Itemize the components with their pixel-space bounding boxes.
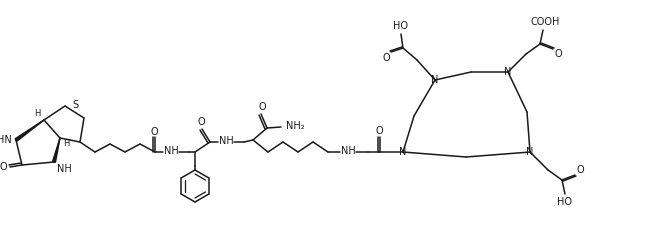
Text: O: O	[375, 126, 383, 136]
Text: O: O	[576, 165, 584, 175]
Text: NH: NH	[164, 146, 178, 156]
Text: S: S	[72, 100, 78, 110]
Text: O: O	[258, 102, 266, 112]
Text: N: N	[526, 147, 533, 157]
Text: O: O	[554, 49, 562, 59]
Text: O: O	[150, 127, 158, 137]
Text: N: N	[504, 67, 511, 77]
Text: COOH: COOH	[530, 17, 559, 27]
Text: NH: NH	[56, 164, 71, 174]
Polygon shape	[53, 138, 60, 162]
Text: N: N	[432, 75, 439, 85]
Text: HO: HO	[393, 21, 408, 31]
Text: NH: NH	[341, 146, 356, 156]
Text: HN: HN	[0, 135, 12, 145]
Text: O: O	[197, 117, 205, 127]
Text: O: O	[0, 162, 6, 172]
Text: H: H	[34, 110, 40, 118]
Text: H: H	[63, 139, 69, 148]
Text: N: N	[399, 147, 407, 157]
Polygon shape	[15, 120, 44, 141]
Text: O: O	[382, 53, 390, 63]
Text: NH: NH	[219, 136, 234, 146]
Text: NH₂: NH₂	[286, 121, 304, 131]
Text: HO: HO	[557, 197, 572, 207]
